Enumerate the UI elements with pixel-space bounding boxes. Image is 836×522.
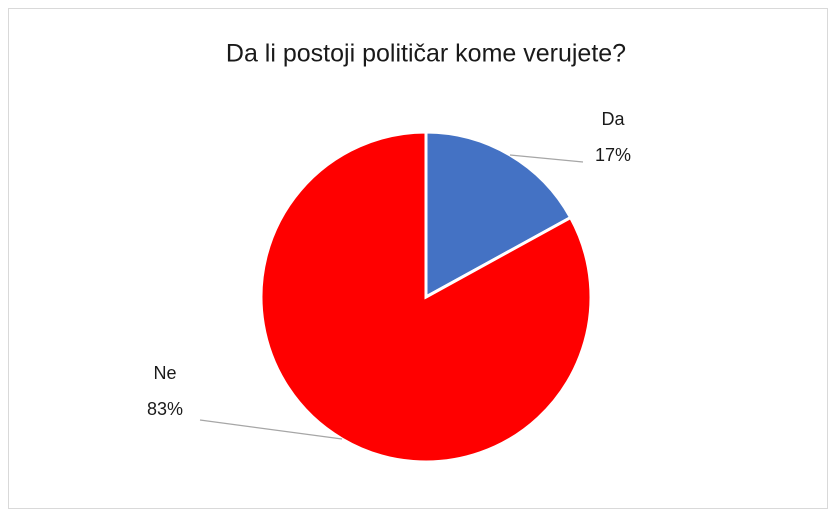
slice-value-label: 17% [595, 145, 631, 165]
slice-value-label: 83% [147, 399, 183, 419]
pie-slice [424, 130, 573, 300]
slice-label: Da [601, 109, 625, 129]
leader-line [509, 154, 584, 163]
slice-label: Ne [153, 363, 176, 383]
leader-line [199, 419, 343, 440]
pie-slice [259, 130, 593, 464]
chart-title: Da li postoji političar kome verujete? [226, 40, 626, 68]
